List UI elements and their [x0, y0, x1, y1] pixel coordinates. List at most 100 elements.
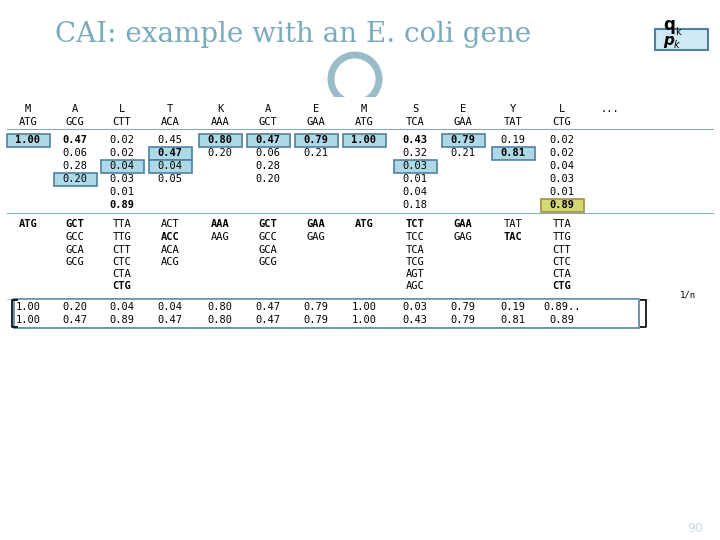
Text: 0.21: 0.21 [451, 148, 475, 158]
Text: 0.20: 0.20 [63, 174, 88, 184]
Text: 0.89: 0.89 [109, 200, 135, 210]
Text: TCG: TCG [405, 257, 424, 267]
Text: 0.05: 0.05 [158, 174, 182, 184]
Text: 0.80: 0.80 [207, 315, 233, 325]
Text: p: p [663, 32, 674, 48]
Text: CTT: CTT [112, 117, 131, 127]
FancyBboxPatch shape [101, 159, 143, 172]
Text: 0.03: 0.03 [402, 161, 428, 171]
Text: 0.89: 0.89 [549, 315, 575, 325]
Text: GCC: GCC [66, 232, 84, 242]
Text: CAI: example with an E. coli gene: CAI: example with an E. coli gene [55, 22, 531, 49]
Text: 0.47: 0.47 [256, 135, 281, 145]
Text: 0.02: 0.02 [549, 135, 575, 145]
Text: 0.01: 0.01 [109, 187, 135, 197]
Text: k: k [675, 27, 680, 37]
Text: 0.06: 0.06 [256, 148, 281, 158]
Text: 0.79: 0.79 [451, 302, 475, 312]
Text: ATG: ATG [19, 219, 37, 229]
Text: CTT: CTT [553, 245, 572, 255]
Text: 0.47: 0.47 [63, 135, 88, 145]
Text: GCT: GCT [258, 219, 277, 229]
Text: 0.20: 0.20 [207, 148, 233, 158]
Text: 1.00: 1.00 [16, 135, 40, 145]
Text: 1.00: 1.00 [16, 302, 40, 312]
FancyBboxPatch shape [246, 133, 289, 146]
Text: TTA: TTA [112, 219, 131, 229]
Text: 0.04: 0.04 [109, 161, 135, 171]
Text: 0.28: 0.28 [63, 161, 88, 171]
FancyBboxPatch shape [654, 29, 708, 50]
Text: k: k [674, 40, 680, 50]
Text: TCA: TCA [405, 245, 424, 255]
Text: 0.79: 0.79 [451, 315, 475, 325]
FancyBboxPatch shape [343, 133, 385, 146]
Text: 0.79: 0.79 [451, 135, 475, 145]
Text: 0.20: 0.20 [256, 174, 281, 184]
Text: 0.04: 0.04 [158, 161, 182, 171]
Text: 0.32: 0.32 [402, 148, 428, 158]
Text: 0.80: 0.80 [207, 302, 233, 312]
Text: TTG: TTG [112, 232, 131, 242]
FancyBboxPatch shape [199, 133, 241, 146]
Text: 0.89: 0.89 [549, 200, 575, 210]
FancyBboxPatch shape [6, 133, 50, 146]
Text: CTC: CTC [553, 257, 572, 267]
Text: GAG: GAG [307, 232, 325, 242]
Text: ATG: ATG [355, 219, 374, 229]
Text: ACC: ACC [161, 232, 179, 242]
Text: 0.45: 0.45 [158, 135, 182, 145]
Text: CTC: CTC [112, 257, 131, 267]
Text: GCA: GCA [66, 245, 84, 255]
Text: L: L [119, 104, 125, 114]
Text: 0.01: 0.01 [402, 174, 428, 184]
Text: 0.04: 0.04 [402, 187, 428, 197]
Text: ATG: ATG [19, 117, 37, 127]
FancyBboxPatch shape [148, 159, 192, 172]
Text: GAA: GAA [307, 117, 325, 127]
Text: TCC: TCC [405, 232, 424, 242]
Text: 0.04: 0.04 [549, 161, 575, 171]
Text: 0.02: 0.02 [549, 148, 575, 158]
Text: 0.47: 0.47 [158, 315, 182, 325]
Text: 0.01: 0.01 [549, 187, 575, 197]
FancyBboxPatch shape [148, 146, 192, 159]
Text: GCG: GCG [258, 257, 277, 267]
Text: E: E [460, 104, 466, 114]
Text: 0.20: 0.20 [63, 302, 88, 312]
FancyBboxPatch shape [492, 146, 534, 159]
Text: M: M [361, 104, 367, 114]
Text: 0.43: 0.43 [402, 135, 428, 145]
Text: ACA: ACA [161, 117, 179, 127]
Text: 0.03: 0.03 [549, 174, 575, 184]
Text: 0.47: 0.47 [256, 315, 281, 325]
Text: GCT: GCT [66, 219, 84, 229]
Text: ATG: ATG [355, 117, 374, 127]
Text: 0.04: 0.04 [109, 302, 135, 312]
Text: GCC: GCC [258, 232, 277, 242]
Text: TAT: TAT [503, 117, 523, 127]
Text: E: E [313, 104, 319, 114]
Text: GCG: GCG [66, 257, 84, 267]
Text: ACG: ACG [161, 257, 179, 267]
Text: GAA: GAA [454, 117, 472, 127]
Text: GAG: GAG [454, 232, 472, 242]
Text: 0.79: 0.79 [304, 302, 328, 312]
FancyBboxPatch shape [394, 159, 436, 172]
Text: GAA: GAA [454, 219, 472, 229]
Text: A: A [265, 104, 271, 114]
Text: 0.47: 0.47 [158, 148, 182, 158]
FancyBboxPatch shape [541, 199, 583, 212]
Text: 0.81: 0.81 [500, 315, 526, 325]
Text: GAA: GAA [307, 219, 325, 229]
Text: ACA: ACA [161, 245, 179, 255]
Text: 90: 90 [687, 522, 703, 535]
Text: 1.00: 1.00 [351, 315, 377, 325]
Text: CTG: CTG [553, 281, 572, 291]
Text: TCT: TCT [405, 219, 424, 229]
Text: CTA: CTA [112, 269, 131, 279]
Text: AGT: AGT [405, 269, 424, 279]
Text: 0.79: 0.79 [304, 135, 328, 145]
Text: TTG: TTG [553, 232, 572, 242]
Text: 0.43: 0.43 [402, 315, 428, 325]
